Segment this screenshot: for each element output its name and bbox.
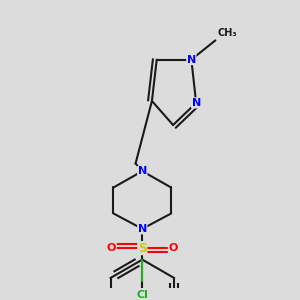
Text: Cl: Cl — [136, 290, 148, 300]
Text: N: N — [138, 224, 147, 234]
Text: N: N — [138, 166, 147, 176]
Text: S: S — [138, 242, 147, 255]
Text: CH₃: CH₃ — [217, 28, 237, 38]
Text: N: N — [191, 98, 201, 108]
Text: O: O — [168, 243, 178, 253]
Text: O: O — [107, 243, 116, 253]
Text: N: N — [187, 55, 196, 64]
